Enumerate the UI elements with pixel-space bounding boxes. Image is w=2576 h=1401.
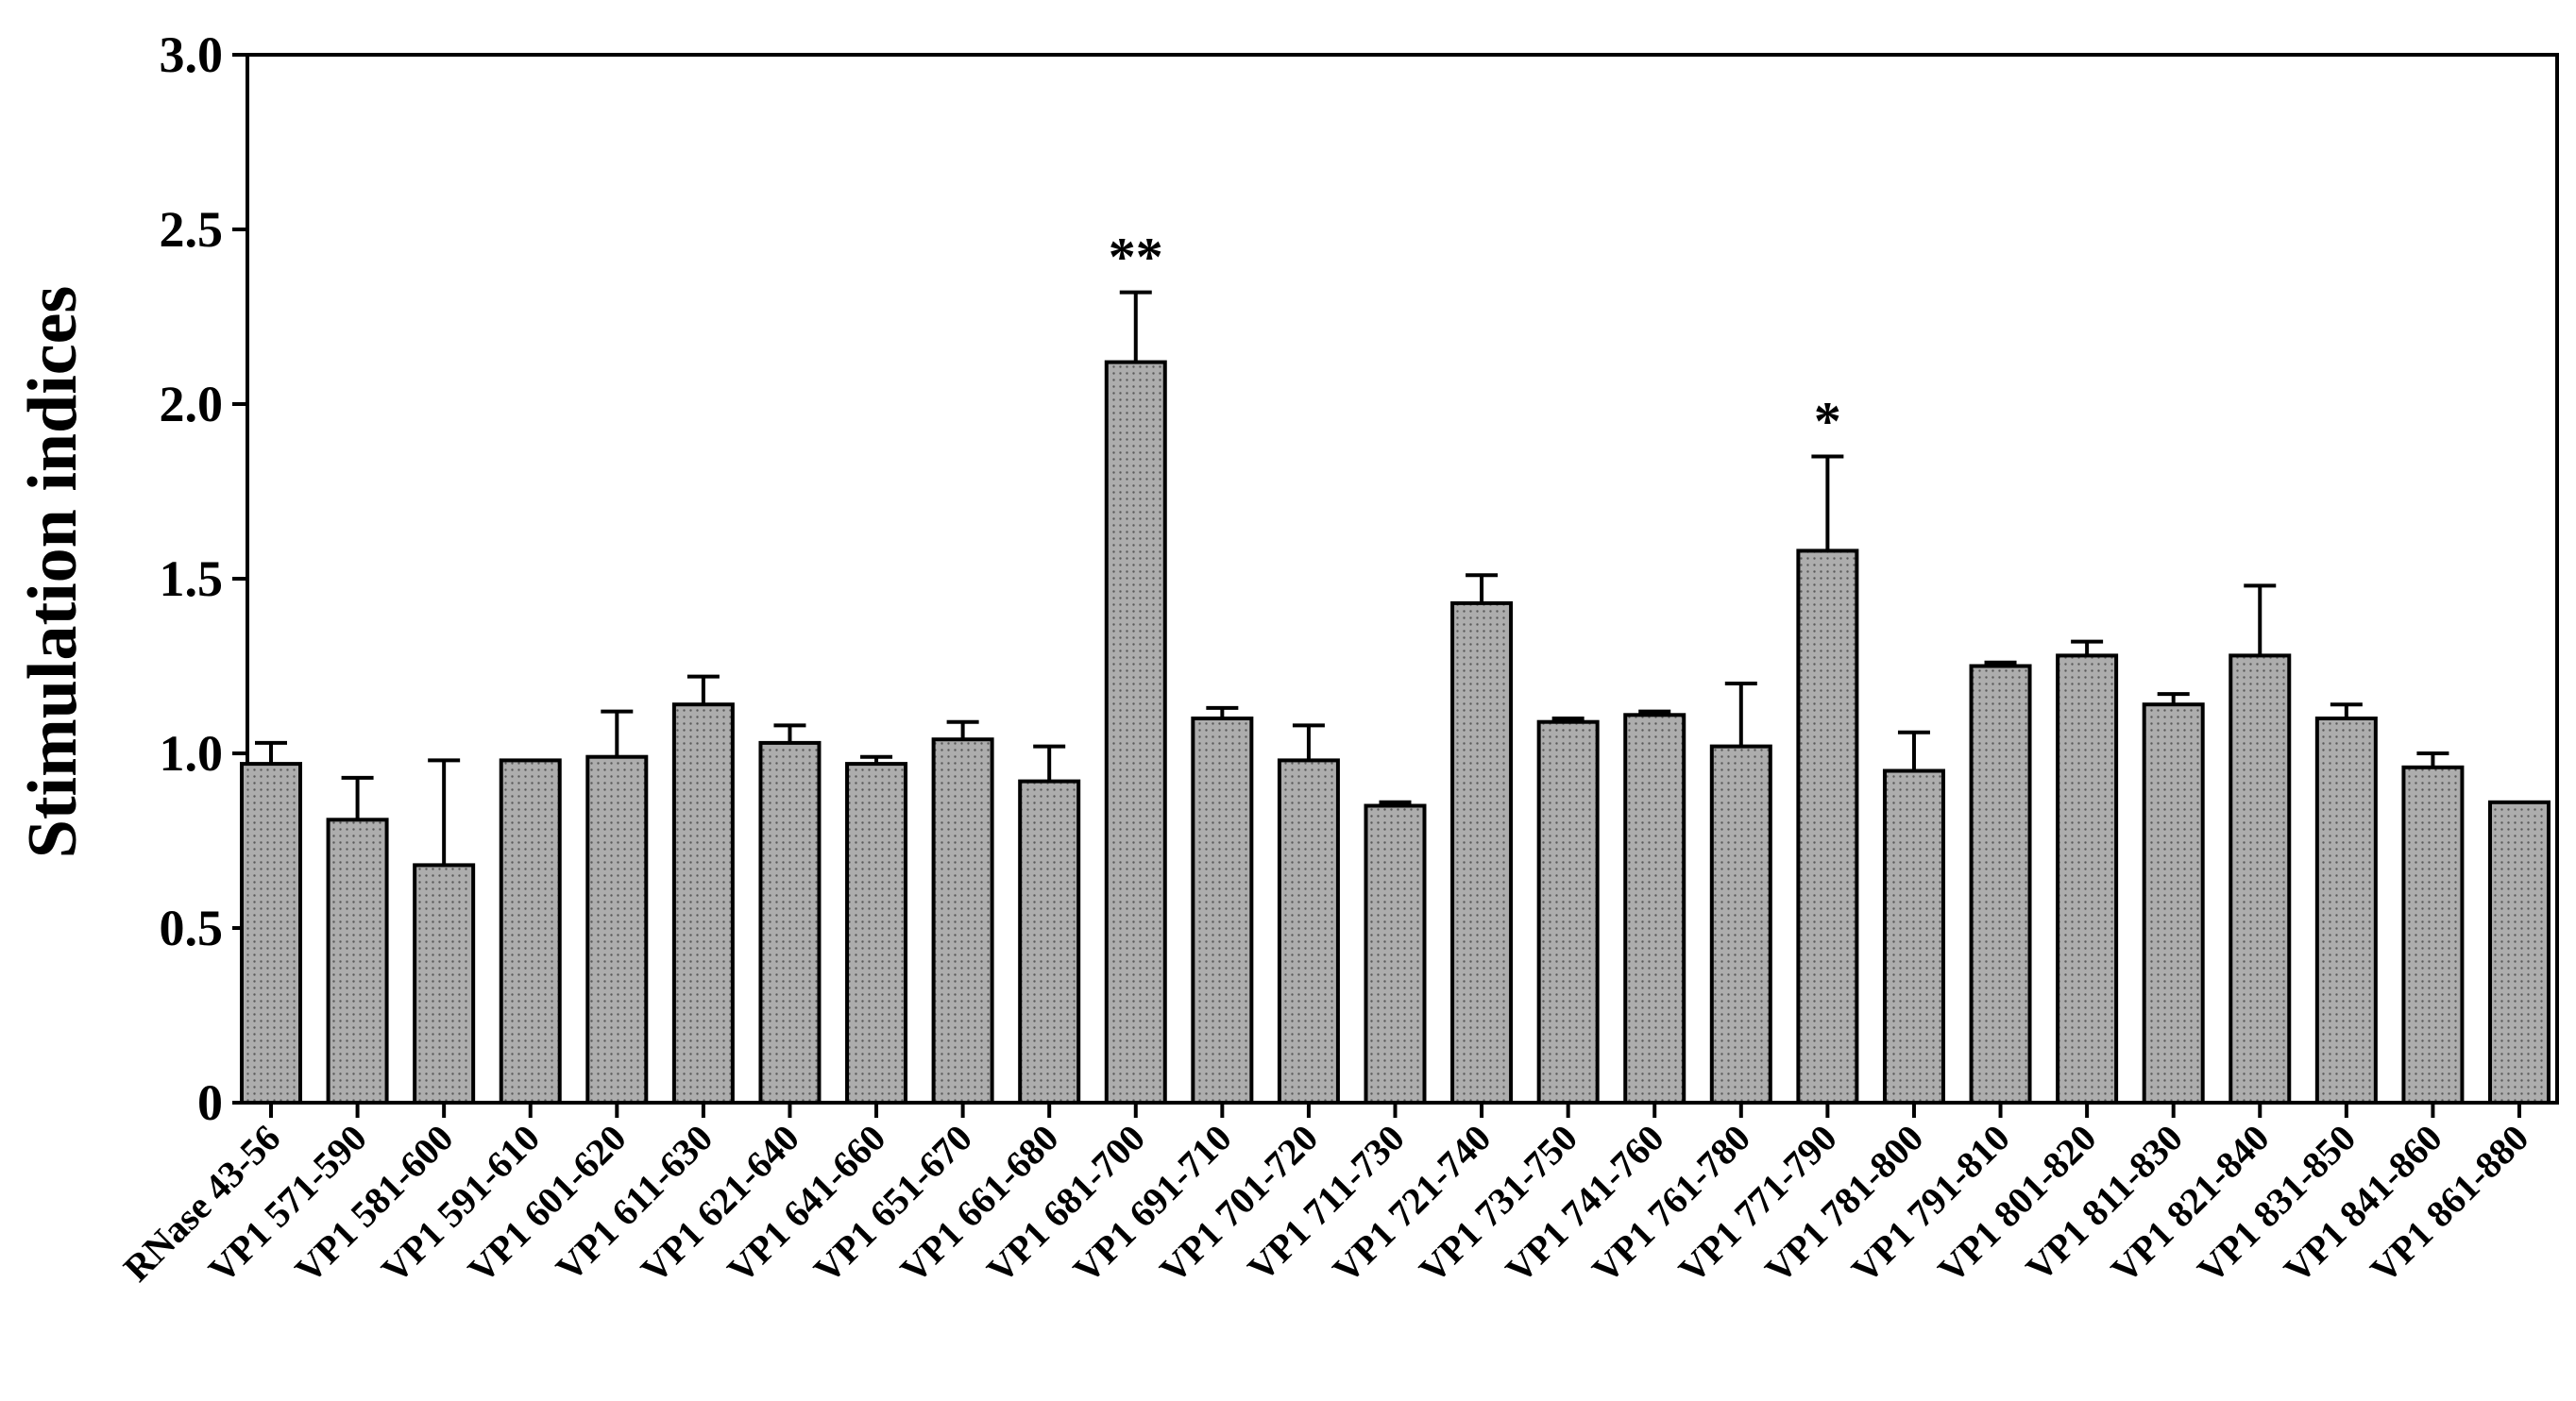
- significance-label: **: [1109, 227, 1163, 288]
- bar: [585, 754, 649, 1105]
- bar: [1882, 768, 1945, 1105]
- y-tick-label: 0.5: [160, 900, 224, 956]
- bar: [1796, 549, 1859, 1105]
- bar: [931, 737, 994, 1105]
- y-tick-label: 2.5: [160, 201, 224, 258]
- bar: [1277, 758, 1340, 1106]
- y-tick-label: 0: [197, 1074, 223, 1131]
- bar: [2314, 717, 2378, 1105]
- bar: [2142, 702, 2205, 1105]
- y-tick-label: 1.0: [160, 725, 224, 782]
- bar: [2401, 765, 2465, 1105]
- bar: [1104, 360, 1167, 1106]
- y-tick-label: 1.5: [160, 550, 224, 607]
- bar: [1364, 803, 1427, 1105]
- bar: [1536, 719, 1600, 1105]
- bar: [2056, 653, 2119, 1106]
- bar: [413, 863, 476, 1106]
- bar: [499, 758, 562, 1106]
- bar: [1450, 600, 1514, 1105]
- bar: [1969, 664, 2032, 1105]
- significance-label: *: [1814, 391, 1841, 452]
- bar: [845, 762, 908, 1105]
- y-tick-label: 2.0: [160, 376, 224, 432]
- bar: [758, 740, 822, 1106]
- bar: [1191, 717, 1254, 1105]
- bar: [2229, 653, 2292, 1106]
- bar: [1623, 713, 1686, 1105]
- y-tick-label: 3.0: [160, 26, 224, 83]
- y-axis-title: Stimulation indices: [14, 286, 92, 859]
- bar: [671, 702, 735, 1105]
- bar: [1709, 744, 1772, 1105]
- bar: [1018, 779, 1081, 1105]
- bar: [326, 818, 389, 1105]
- bar: [2488, 800, 2551, 1105]
- bar: [240, 762, 302, 1105]
